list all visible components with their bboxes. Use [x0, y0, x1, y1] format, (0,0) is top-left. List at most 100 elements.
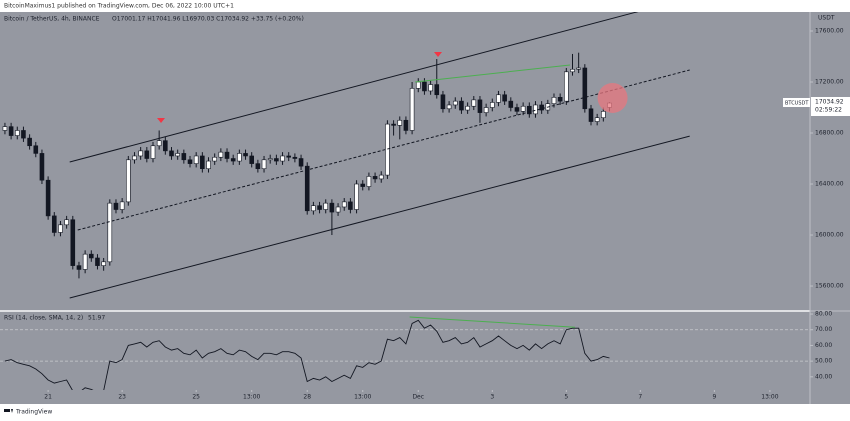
- candle-body: [440, 94, 446, 110]
- candle-body: [64, 219, 69, 226]
- y-tick-label: 17600.00: [815, 27, 844, 34]
- candle-body: [119, 201, 125, 210]
- candle-body: [89, 253, 94, 259]
- candle-body: [286, 155, 292, 158]
- ohlc-legend: O17001.17 H17041.96 L16970.03 C17034.92 …: [112, 16, 304, 23]
- x-tick-label: 13:00: [761, 394, 778, 401]
- candle-body: [224, 151, 230, 159]
- candle-body: [366, 176, 372, 187]
- trend-line: [77, 69, 690, 231]
- trend-line: [69, 12, 639, 163]
- candle-body: [107, 202, 113, 263]
- candle-body: [156, 140, 162, 147]
- candle-body: [274, 158, 279, 162]
- candle-body: [323, 202, 329, 210]
- candle-body: [138, 150, 143, 157]
- y-tick-label: 80.00: [815, 311, 832, 318]
- candle-body: [237, 153, 242, 162]
- candle-body: [218, 151, 224, 158]
- candle-body: [175, 153, 180, 157]
- candle-body: [403, 119, 409, 131]
- candle-body: [459, 100, 464, 111]
- candle-body: [2, 126, 8, 131]
- candle-body: [267, 158, 273, 161]
- candle-body: [520, 105, 526, 112]
- x-tick-label: 5: [564, 394, 568, 401]
- trend-line: [69, 135, 690, 299]
- candle-body: [8, 126, 14, 136]
- y-tick-label: 60.00: [815, 342, 832, 349]
- candle-body: [101, 261, 106, 266]
- x-tick-label: 23: [118, 394, 126, 401]
- candle-body: [489, 102, 495, 108]
- symbol-legend: Bitcoin / TetherUS, 4h, BINANCE: [4, 16, 100, 23]
- y-tick-label: 15600.00: [815, 283, 844, 290]
- candle-body: [452, 100, 458, 106]
- axis-unit: USDT: [818, 15, 835, 22]
- candle-body: [483, 107, 489, 113]
- highlight-circle: [597, 82, 628, 113]
- candle-body: [113, 202, 119, 210]
- x-tick-label: Dec: [412, 394, 424, 401]
- candle-body: [163, 140, 168, 152]
- last-price: 17034.92: [815, 99, 844, 106]
- candle-body: [329, 202, 335, 213]
- candle-body: [181, 153, 187, 161]
- y-tick-label: 40.00: [815, 373, 832, 380]
- candle-body: [551, 97, 557, 104]
- signal-marker: [157, 118, 166, 124]
- x-tick-label: 21: [44, 394, 52, 401]
- candle-body: [372, 176, 378, 180]
- candle-body: [514, 107, 520, 112]
- y-tick-label: 70.00: [815, 326, 832, 333]
- candle-body: [70, 219, 76, 266]
- candle-body: [564, 71, 569, 102]
- candle-body: [261, 159, 267, 170]
- candle-body: [243, 153, 248, 157]
- candle-body: [45, 179, 51, 217]
- candle-body: [570, 68, 575, 73]
- candle-body: [434, 84, 440, 96]
- overlay: 15600.00 16000.00 16400.00 16800.00 17200.00…: [44, 27, 844, 400]
- price-tag: [811, 97, 850, 116]
- x-tick-label: 7: [638, 394, 642, 401]
- candle-body: [601, 111, 606, 119]
- trend-line: [415, 64, 571, 83]
- candle-body: [378, 174, 384, 180]
- candle-body: [508, 100, 514, 108]
- candle-body: [471, 99, 477, 107]
- time-axis: [0, 390, 850, 404]
- signal-marker: [434, 51, 443, 57]
- x-tick-label: 28: [303, 394, 311, 401]
- candle-body: [193, 155, 199, 164]
- candle-body: [304, 165, 310, 212]
- candle-body: [409, 88, 415, 131]
- candle-body: [150, 145, 156, 159]
- candle-body: [588, 108, 594, 122]
- candle-body: [249, 155, 254, 164]
- symbol-tag: [783, 98, 810, 107]
- candle-body: [212, 156, 217, 162]
- candle-body: [385, 123, 390, 176]
- candle-body: [446, 104, 452, 110]
- candle-body: [422, 81, 427, 92]
- candle-body: [533, 104, 538, 115]
- candle-body: [539, 104, 544, 111]
- candle-body: [298, 158, 304, 167]
- candle-body: [51, 215, 57, 233]
- candle-body: [255, 163, 261, 170]
- candle-body: [21, 130, 26, 139]
- candle-body: [360, 183, 366, 187]
- candle-body: [391, 123, 396, 126]
- candle-body: [341, 201, 347, 208]
- y-tick-label: 16400.00: [815, 181, 844, 188]
- candle-body: [428, 84, 433, 92]
- candle-body: [33, 145, 39, 154]
- candle-body: [465, 105, 470, 111]
- candle-body: [348, 201, 353, 210]
- candle-body: [280, 155, 285, 162]
- rsi-last-value: 51.97: [88, 315, 105, 322]
- candle-body: [397, 119, 403, 126]
- price-pane: [0, 12, 810, 310]
- candle-body: [557, 97, 563, 102]
